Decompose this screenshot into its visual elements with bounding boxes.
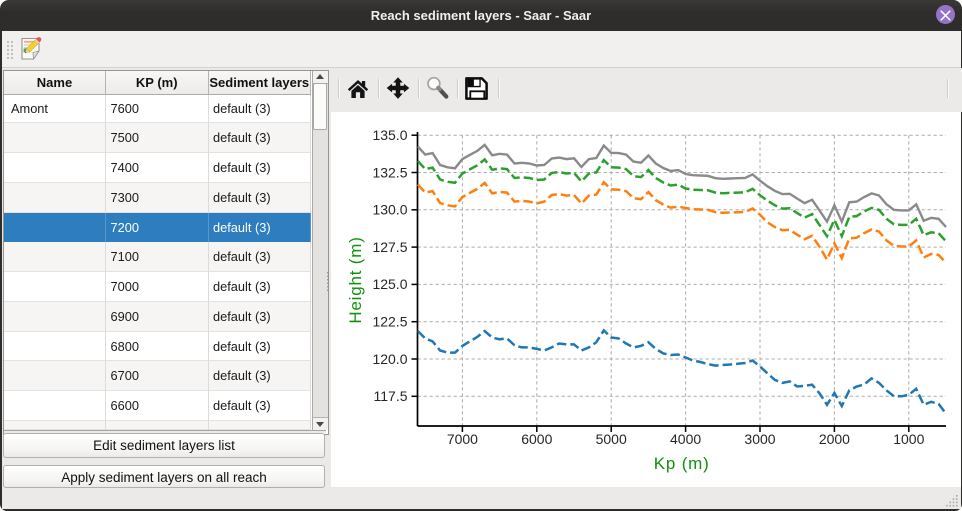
- svg-text:117.5: 117.5: [374, 388, 408, 404]
- svg-text:122.5: 122.5: [372, 314, 407, 330]
- svg-text:Height (m): Height (m): [346, 236, 365, 323]
- svg-text:125.0: 125.0: [372, 276, 407, 292]
- svg-text:4000: 4000: [670, 431, 701, 447]
- svg-text:2000: 2000: [819, 431, 850, 447]
- svg-text:5000: 5000: [596, 431, 627, 447]
- svg-text:7000: 7000: [447, 431, 478, 447]
- svg-text:3000: 3000: [744, 431, 775, 447]
- svg-text:130.0: 130.0: [372, 202, 407, 218]
- svg-text:1000: 1000: [893, 431, 924, 447]
- svg-text:132.5: 132.5: [372, 164, 407, 180]
- svg-text:Kp (m): Kp (m): [654, 454, 710, 473]
- svg-text:127.5: 127.5: [372, 239, 407, 255]
- svg-text:6000: 6000: [521, 431, 552, 447]
- svg-text:120.0: 120.0: [372, 351, 407, 367]
- svg-text:135.0: 135.0: [372, 127, 407, 143]
